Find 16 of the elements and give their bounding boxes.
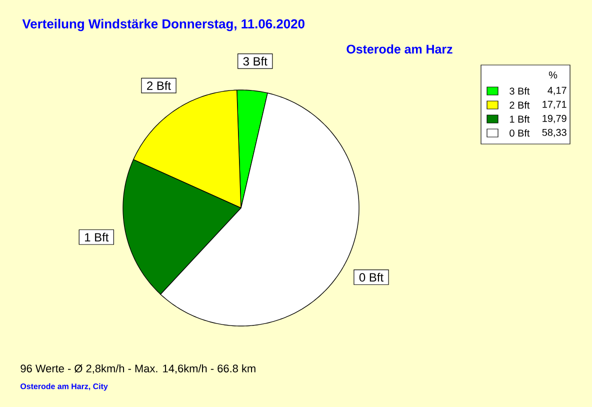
data-label: 58,33 — [542, 128, 566, 138]
text: 96 Werte - Ø 2,8km/h - Max. 14,6km/h - 66.8 km — [20, 364, 256, 374]
legend-label: 3 Bft — [510, 87, 530, 95]
legend-label: 1 Bft — [510, 115, 530, 123]
legend-title: % — [548, 72, 558, 78]
data-label: 4,17 — [548, 86, 566, 96]
slice-label: 1 Bft — [85, 232, 109, 242]
chart-title: Verteilung Windstärke Donnerstag, 11.06.2020 — [22, 18, 304, 32]
data-label: 19,79 — [542, 114, 566, 124]
slice-label: 2 Bft — [147, 81, 171, 90]
slice-label: 3 Bft — [243, 56, 268, 66]
chart-subtitle: Osterode am Harz — [346, 44, 452, 54]
legend-label: 0 Bft — [510, 129, 530, 137]
slice-label: 0 Bft — [359, 272, 384, 282]
data-label: 17,71 — [542, 100, 566, 110]
legend-label: 2 Bft — [510, 101, 530, 109]
